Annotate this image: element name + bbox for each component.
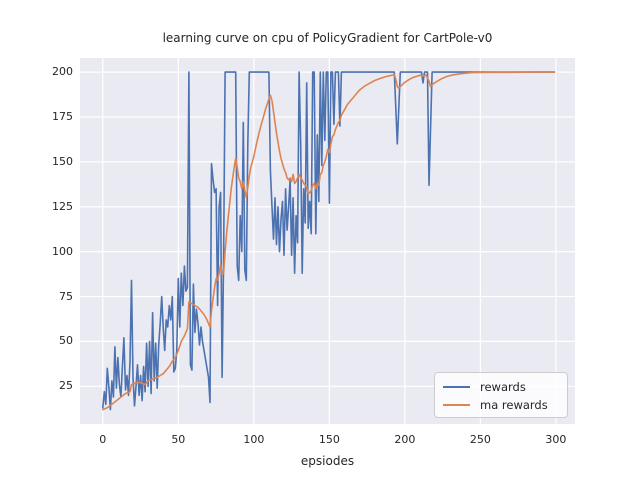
x-tick-label: 0	[99, 433, 107, 446]
legend-label-ma-rewards: ma rewards	[480, 398, 548, 412]
x-tick-label: 200	[394, 433, 416, 446]
rewards-line	[102, 71, 556, 411]
y-tick-label: 75	[59, 289, 73, 303]
x-tick-label: 300	[545, 433, 567, 446]
y-tick-label: 150	[52, 154, 73, 168]
y-tick-label: 25	[59, 379, 73, 393]
chart-title: learning curve on cpu of PolicyGradient …	[162, 31, 493, 45]
ma-rewards-line	[102, 71, 556, 411]
legend: rewards ma rewards	[434, 372, 568, 418]
x-axis-label: epsiodes	[300, 454, 355, 468]
x-tick-label: 150	[318, 433, 340, 446]
y-tick-label: 50	[59, 334, 73, 348]
y-tick-label: 200	[52, 65, 73, 79]
rewards-line-sample-icon	[443, 386, 470, 388]
y-tick-label: 125	[52, 199, 73, 213]
legend-entry-rewards: rewards	[443, 378, 559, 396]
legend-label-rewards: rewards	[480, 380, 526, 394]
y-tick-label: 100	[52, 244, 73, 258]
y-tick-label: 175	[52, 109, 73, 123]
plot-background	[80, 58, 575, 424]
ma-rewards-line-sample-icon	[443, 404, 470, 406]
x-tick-label: 50	[171, 433, 186, 446]
legend-entry-ma-rewards: ma rewards	[443, 396, 559, 414]
x-tick-label: 100	[243, 433, 265, 446]
x-tick-label: 250	[469, 433, 491, 446]
